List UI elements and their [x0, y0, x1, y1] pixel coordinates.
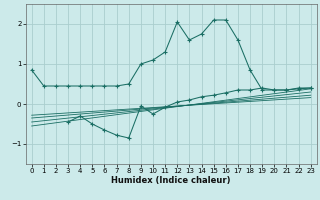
X-axis label: Humidex (Indice chaleur): Humidex (Indice chaleur)	[111, 176, 231, 185]
